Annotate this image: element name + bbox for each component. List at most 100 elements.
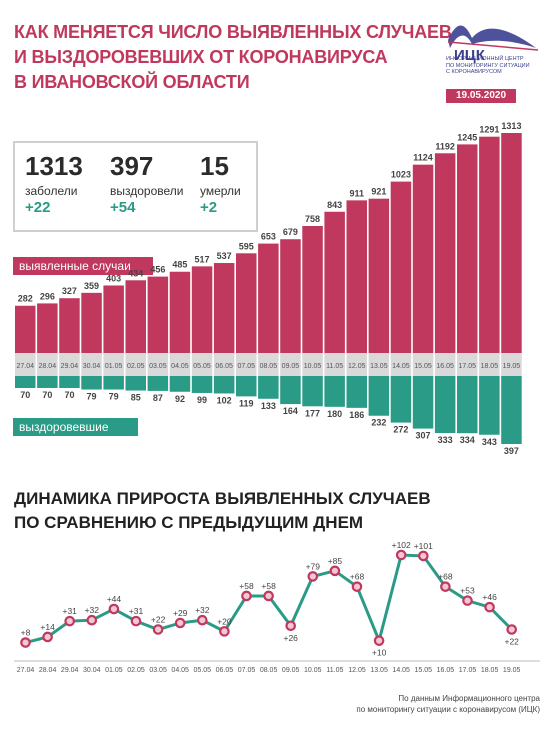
growth-value-label: +22 — [504, 637, 519, 647]
case-value-label: 403 — [106, 273, 121, 283]
growth-point — [241, 590, 252, 602]
case-bar — [37, 303, 58, 353]
growth-value-label: +44 — [107, 594, 122, 604]
growth-point — [20, 637, 31, 648]
growth-value-label: +32 — [195, 605, 210, 615]
recovered-value-label: 164 — [283, 406, 298, 416]
growth-point — [373, 635, 385, 646]
title-line-3: в Ивановской области — [14, 72, 250, 92]
case-value-label: 843 — [327, 200, 342, 210]
case-bar — [147, 276, 169, 353]
growth-value-label: +31 — [62, 606, 77, 616]
date-tick-label: 13.05 — [370, 363, 388, 370]
case-bar — [103, 285, 124, 353]
growth-value-label: +68 — [350, 572, 365, 582]
title-line-1: Как меняется число выявленных случаев — [14, 22, 452, 42]
date-tick-label: 28.04 — [39, 363, 57, 370]
recovered-value-label: 177 — [305, 408, 320, 418]
stat-delta: +2 — [200, 199, 218, 216]
line-date-tick-label: 10.05 — [304, 667, 322, 674]
date-band — [412, 353, 434, 376]
case-value-label: 359 — [84, 281, 99, 291]
growth-point — [417, 550, 429, 562]
case-value-label: 1313 — [501, 121, 521, 131]
recovered-value-label: 232 — [371, 418, 386, 428]
growth-point — [506, 624, 517, 635]
footer-line: По данным Информационного центра — [398, 694, 540, 703]
date-band — [479, 353, 500, 376]
case-bar — [390, 181, 412, 353]
stat-cases: 1313 заболели +22 — [25, 151, 83, 217]
date-tick-label: 29.04 — [61, 363, 79, 370]
date-band — [501, 353, 522, 376]
stat-delta: +54 — [110, 199, 136, 216]
case-bar — [15, 305, 36, 353]
growth-point — [108, 603, 120, 615]
line-date-tick-label: 09.05 — [282, 667, 300, 674]
growth-value-label: +46 — [482, 592, 497, 602]
stat-label: выздоровели — [110, 184, 184, 198]
logo-name: ИЦК — [454, 47, 486, 64]
date-tick-label: 06.05 — [215, 363, 233, 370]
growth-point — [263, 590, 274, 602]
recovered-bar — [15, 376, 36, 388]
recovered-bar — [412, 376, 434, 429]
growth-point — [42, 631, 53, 643]
growth-value-label: +102 — [392, 540, 411, 550]
date-band — [125, 353, 146, 376]
recovered-bar — [258, 376, 279, 399]
case-bar — [191, 266, 213, 353]
case-value-label: 1124 — [413, 153, 433, 163]
date-band — [236, 353, 257, 376]
case-bar — [280, 239, 301, 353]
date-band — [169, 353, 191, 376]
date-band — [147, 353, 169, 376]
date-tick-label: 11.05 — [326, 363, 343, 370]
date-tick-label: 04.05 — [171, 363, 189, 370]
second-title-line-1: Динамика прироста выявленных случаев — [14, 489, 431, 508]
growth-value-label: +26 — [283, 633, 298, 643]
recovered-value-label: 79 — [109, 392, 119, 402]
line-date-tick-label: 03.05 — [149, 667, 167, 674]
case-bar — [324, 211, 345, 353]
date-tick-label: 15.05 — [414, 363, 432, 370]
growth-point — [285, 620, 296, 632]
date-band — [434, 353, 456, 376]
recovered-bar — [434, 376, 456, 434]
date-badge: 19.05.2020 — [446, 89, 516, 103]
title-line-2: и выздоровевших от коронавируса — [14, 47, 388, 67]
case-bar — [501, 133, 522, 353]
line-date-tick-label: 05.05 — [194, 667, 212, 674]
case-bar — [479, 136, 500, 353]
line-date-tick-label: 14.05 — [392, 667, 410, 674]
case-bar — [258, 243, 279, 353]
logo-icon: ИЦК — [447, 25, 539, 64]
recovered-value-label: 92 — [175, 394, 185, 404]
recovered-bar — [457, 376, 478, 434]
line-date-tick-label: 30.04 — [83, 667, 101, 674]
case-value-label: 1245 — [457, 132, 477, 142]
recovered-bar — [346, 376, 367, 408]
line-chart: +8 27.04 +14 28.04 +31 29.04 +32 30.04 +44 01.05 +… — [14, 540, 540, 674]
recovered-value-label: 334 — [460, 435, 475, 445]
bar-chart: 282 27.04 70 296 28.04 70 327 29.04 70 359 30.04 79… — [15, 121, 522, 456]
stat-label: заболели — [25, 184, 78, 198]
case-value-label: 434 — [128, 268, 143, 278]
page-title: Как меняется число выявленных случаев и … — [14, 20, 452, 95]
date-band — [280, 353, 301, 376]
recovered-bar — [368, 376, 390, 416]
date-band — [15, 353, 36, 376]
recovered-bar — [302, 376, 323, 407]
case-value-label: 911 — [349, 188, 364, 198]
case-bar — [213, 263, 235, 353]
recovered-bar — [280, 376, 301, 405]
footer-line: по мониторингу ситуации с коронавирусом … — [356, 705, 540, 714]
recovered-bar — [324, 376, 345, 407]
case-bar — [457, 144, 478, 353]
case-value-label: 758 — [305, 214, 320, 224]
stats-box: 1313 заболели +22 397 выздоровели +54 15… — [13, 141, 258, 232]
case-value-label: 456 — [150, 265, 165, 275]
line-date-tick-label: 12.05 — [348, 667, 366, 674]
case-value-label: 1023 — [391, 170, 411, 180]
line-date-tick-label: 13.05 — [370, 667, 388, 674]
